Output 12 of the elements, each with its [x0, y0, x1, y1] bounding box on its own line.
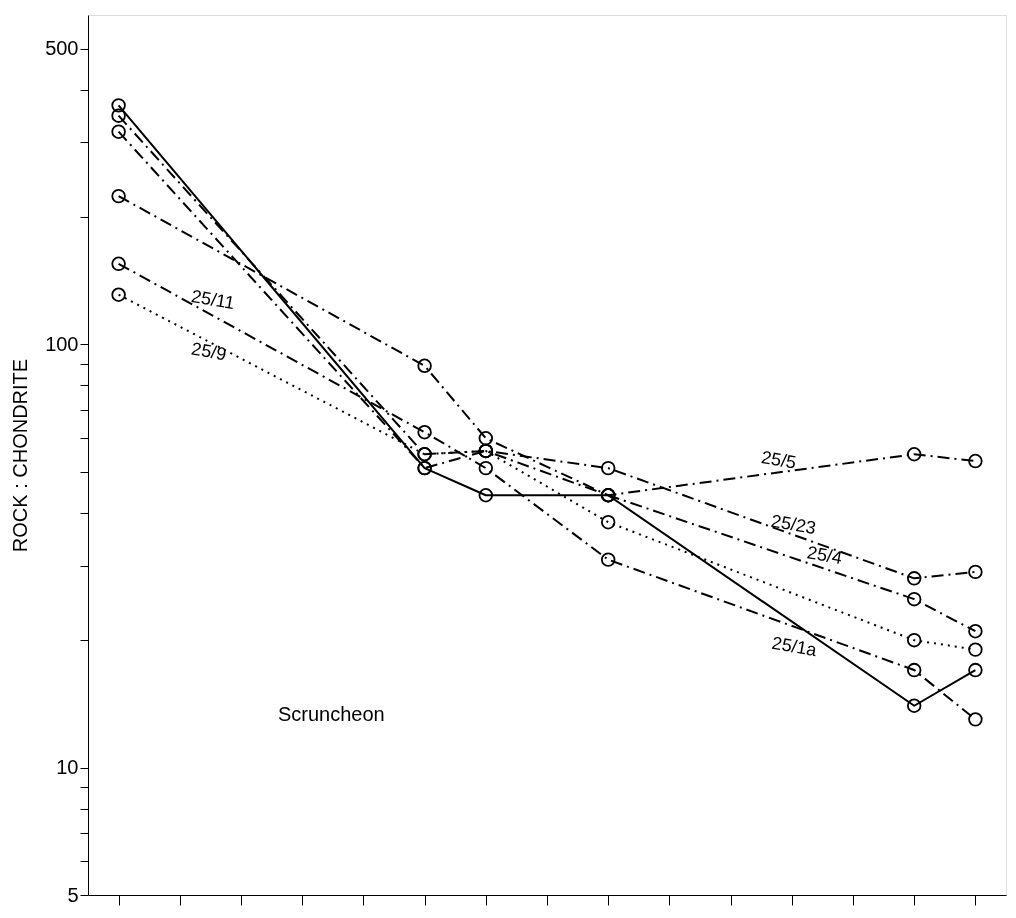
y-tick-label: 100: [45, 332, 79, 355]
text: 25/1a: [770, 632, 820, 661]
y-tick-label: 5: [67, 883, 79, 906]
y-tick-label: 10: [56, 756, 79, 779]
y-axis-title: ROCK : CHONDRITE: [9, 358, 32, 553]
text: 25/4: [805, 542, 844, 569]
text: 25/5: [759, 447, 798, 473]
y-tick-label: 500: [45, 37, 79, 60]
text: 25/9: [189, 338, 228, 365]
text: 25/11: [189, 285, 237, 314]
text: 25/23: [769, 510, 818, 539]
annotation: Scruncheon: [278, 703, 385, 725]
